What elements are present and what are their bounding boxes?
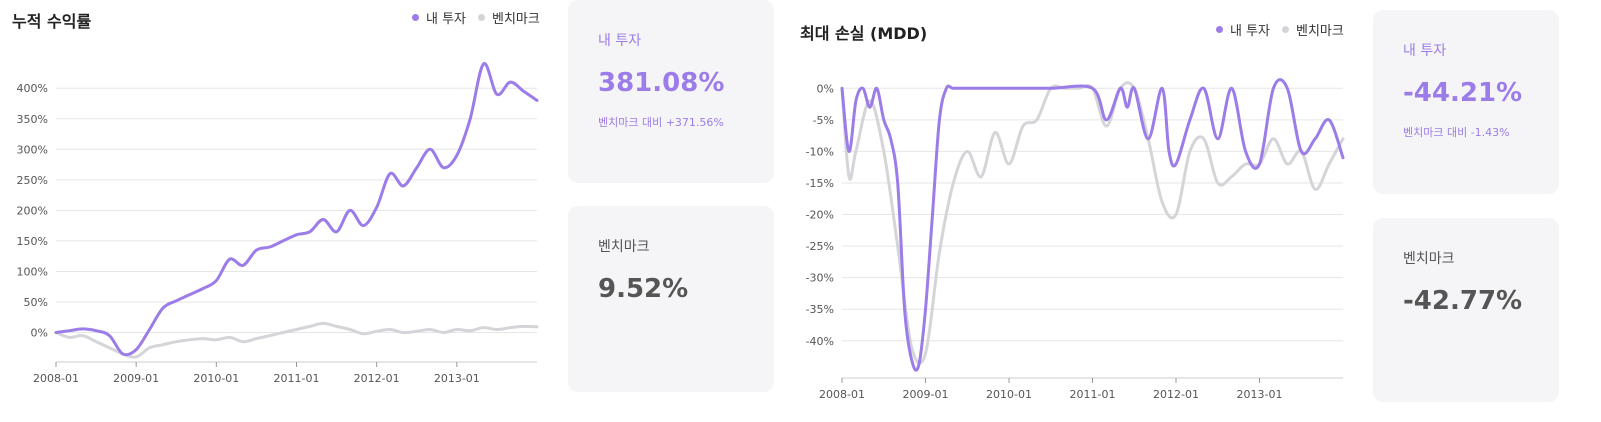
- y-tick-label: -35%: [806, 303, 834, 316]
- card-label: 벤치마크: [1403, 251, 1455, 267]
- x-tick-label: 2009-01: [903, 388, 949, 401]
- y-tick-label: 400%: [17, 82, 48, 95]
- y-tick-label: -10%: [806, 145, 834, 158]
- mdd-panel: 최대 손실 (MDD) 내 투자 벤치마크 0% -5% -10% -15% -20% -…: [800, 0, 1601, 422]
- card-subtext: 벤치마크 대비 -1.43%: [1403, 126, 1510, 139]
- card-subtext: 벤치마크 대비 +371.56%: [598, 116, 724, 129]
- legend-item-mine[interactable]: 내 투자: [412, 8, 466, 27]
- x-tick-label: 2009-01: [113, 372, 159, 385]
- chart-title: 누적 수익률: [12, 12, 92, 31]
- x-tick-label: 2011-01: [1070, 388, 1116, 401]
- y-tick-label: 200%: [17, 204, 48, 217]
- series-line-mine[interactable]: [54, 62, 539, 357]
- y-tick-label: 100%: [17, 265, 48, 278]
- y-tick-label: -15%: [806, 177, 834, 190]
- y-tick-label: 150%: [17, 235, 48, 248]
- legend-label: 벤치마크: [492, 12, 540, 27]
- legend-label: 내 투자: [1230, 24, 1271, 39]
- legend-dot-icon: [478, 14, 486, 21]
- card-mine-return: 내 투자 381.08% 벤치마크 대비 +371.56%: [568, 0, 774, 183]
- chart-legend: 내 투자 벤치마크: [1216, 20, 1344, 39]
- x-tick-label: 2008-01: [33, 372, 79, 385]
- card-label: 벤치마크: [598, 239, 650, 255]
- series-line-mine[interactable]: [840, 78, 1345, 372]
- series-line-benchmark[interactable]: [54, 321, 539, 359]
- card-value: 9.52%: [598, 274, 689, 304]
- card-value: 381.08%: [598, 68, 725, 98]
- y-tick-label: -20%: [806, 209, 834, 222]
- x-tick-label: 2012-01: [354, 372, 400, 385]
- cumulative-return-chart: 0% 50% 100% 150% 200% 250% 300% 350% 400% 2008-01…: [17, 62, 539, 385]
- card-mine-mdd: 내 투자 -44.21% 벤치마크 대비 -1.43%: [1373, 10, 1559, 194]
- x-tick-label: 2008-01: [819, 388, 865, 401]
- y-tick-label: 50%: [24, 296, 48, 309]
- x-tick-label: 2012-01: [1153, 388, 1199, 401]
- series-line-benchmark[interactable]: [840, 81, 1345, 365]
- y-tick-label: 0%: [31, 327, 48, 340]
- chart-title: 최대 손실 (MDD): [800, 24, 928, 43]
- y-tick-label: -5%: [813, 114, 834, 127]
- y-tick-label: -40%: [806, 335, 834, 348]
- y-tick-label: -25%: [806, 240, 834, 253]
- x-tick-label: 2010-01: [986, 388, 1032, 401]
- chart-legend: 내 투자 벤치마크: [412, 8, 540, 27]
- card-benchmark-return: 벤치마크 9.52%: [568, 206, 774, 392]
- y-tick-label: 350%: [17, 113, 48, 126]
- legend-item-benchmark[interactable]: 벤치마크: [478, 8, 540, 27]
- x-tick-label: 2011-01: [274, 372, 320, 385]
- legend-dot-icon: [1282, 26, 1290, 33]
- legend-dot-icon: [1216, 26, 1223, 33]
- legend-dot-icon: [412, 14, 419, 21]
- y-tick-label: 0%: [817, 82, 834, 95]
- y-tick-label: 300%: [17, 143, 48, 156]
- x-tick-label: 2013-01: [434, 372, 480, 385]
- card-label: 내 투자: [598, 33, 642, 49]
- y-tick-label: -30%: [806, 272, 834, 285]
- card-value: -42.77%: [1403, 286, 1523, 316]
- card-label: 내 투자: [1403, 43, 1447, 59]
- legend-label: 내 투자: [426, 12, 467, 27]
- card-value: -44.21%: [1403, 78, 1523, 108]
- mdd-chart: 0% -5% -10% -15% -20% -25% -30% -35% -40% 2008-01…: [806, 78, 1345, 401]
- legend-item-benchmark[interactable]: 벤치마크: [1282, 20, 1344, 39]
- legend-item-mine[interactable]: 내 투자: [1216, 20, 1270, 39]
- card-benchmark-mdd: 벤치마크 -42.77%: [1373, 218, 1559, 402]
- legend-label: 벤치마크: [1296, 24, 1344, 39]
- x-tick-label: 2010-01: [193, 372, 239, 385]
- y-tick-label: 250%: [17, 174, 48, 187]
- cumulative-return-panel: 누적 수익률 내 투자 벤치마크 0% 50% 100% 150% 200% 250% 30…: [0, 0, 790, 422]
- x-tick-label: 2013-01: [1237, 388, 1283, 401]
